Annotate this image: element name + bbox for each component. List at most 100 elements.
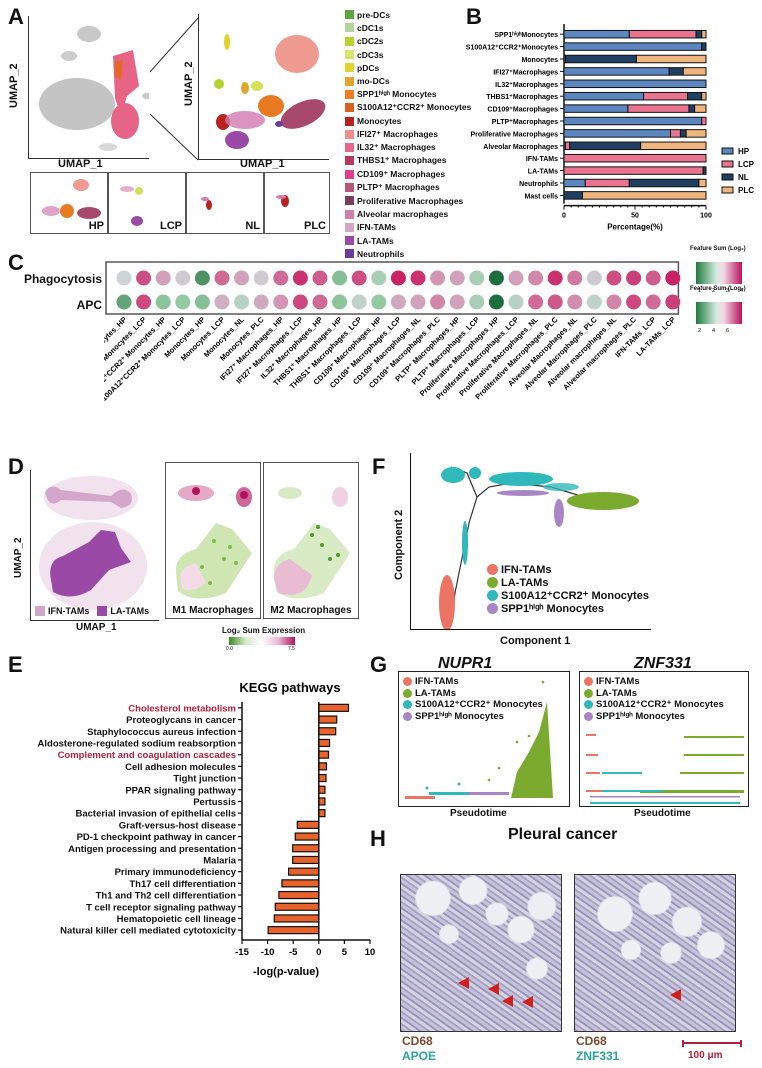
- category-label: Mast cells: [525, 193, 559, 200]
- dot-phagocytosis: [194, 270, 210, 286]
- umap-all-scatter: [39, 26, 152, 151]
- cell-type-legend: pre-DCs cDC1s cDC2s cDC3s pDCs mo-DCs SPP1ʰⁱᵍʰ…: [345, 8, 471, 274]
- pathway-label: Antigen processing and presentation: [68, 844, 236, 855]
- pathway-label: Th1 and Th2 cell differentiation: [96, 891, 237, 902]
- ihc-image-znf331: [574, 874, 736, 1032]
- legend-swatch: [345, 50, 354, 60]
- dot-phagocytosis: [371, 270, 387, 286]
- dot-apc: [332, 294, 348, 310]
- legend-label: cDC1s: [357, 22, 384, 33]
- colorbar-phagocytosis: [696, 262, 742, 284]
- pathway-label: Complement and coagulation cascades: [58, 750, 236, 761]
- kegg-bar: [318, 727, 337, 736]
- bar-segment-nl: [569, 141, 642, 151]
- umap-tam-plot: IFN-TAMs LA-TAMs: [30, 470, 159, 621]
- dot-phagocytosis: [547, 270, 563, 286]
- x-tick-label: 0: [316, 947, 321, 958]
- legend-swatch-lcp: [721, 160, 734, 168]
- pathway-label: Primary immunodeficiency: [115, 867, 237, 878]
- legend-label: IFN-TAMs: [415, 676, 459, 688]
- znf331-legend: IFN-TAMs LA-TAMs S100A12⁺CCR2⁺ Monocytes SP…: [584, 676, 724, 722]
- kegg-bar: [292, 855, 320, 865]
- legend-label: IFI27⁺ Macrophages: [357, 128, 439, 139]
- x-tick-label: 0: [562, 213, 566, 220]
- kegg-bar: [318, 703, 350, 712]
- dot-apc: [253, 294, 269, 310]
- umap-x-label: UMAP_1: [58, 158, 103, 170]
- subset-label-hp: HP: [88, 220, 104, 232]
- legend-item: S100A12⁺CCR2⁺ Monocytes: [584, 699, 724, 711]
- dot-phagocytosis: [175, 270, 191, 286]
- kegg-bar: [318, 738, 331, 748]
- legend-swatch: [345, 156, 354, 166]
- kegg-bar: [318, 797, 326, 806]
- subset-label-lcp: LCP: [160, 220, 182, 232]
- pathway-label: T cell receptor signaling pathway: [86, 902, 237, 913]
- legend-label-plc: PLC: [738, 186, 754, 195]
- x-tick-label: 10: [365, 947, 376, 958]
- subset-plot-hp: HP: [30, 172, 108, 234]
- legend-label: mo-DCs: [357, 76, 390, 87]
- kegg-bar: [292, 844, 320, 853]
- category-label: Neutrophils: [519, 181, 558, 188]
- legend-label: S100A12⁺CCR2⁺ Monocytes: [501, 590, 649, 602]
- bar-segment-plc: [635, 54, 707, 64]
- bar-segment-plc: [694, 104, 707, 113]
- dot-apc: [430, 294, 446, 310]
- dot-apc: [351, 294, 367, 310]
- legend-dot: [584, 677, 593, 687]
- legend-label-ifn-tams: IFN-TAMs: [48, 606, 90, 616]
- znf331-plot: IFN-TAMs LA-TAMs S100A12⁺CCR2⁺ Monocytes SP…: [579, 671, 749, 807]
- bar-segment-nl: [688, 104, 696, 113]
- bar-segment-lcp: [563, 166, 704, 175]
- bar-segment-hp: [563, 79, 707, 89]
- dot-apc: [273, 294, 289, 310]
- pathway-label: Tight junction: [173, 774, 236, 785]
- legend-item: S100A12⁺CCR2⁺ Monocytes: [487, 589, 649, 602]
- dot-phagocytosis: [449, 270, 465, 286]
- dot-phagocytosis: [116, 270, 132, 286]
- dot-apc: [488, 294, 504, 310]
- dot-apc: [116, 294, 132, 310]
- x-tick-label: -5: [289, 947, 298, 958]
- legend-item: pDCs: [345, 61, 471, 74]
- dot-apc: [234, 294, 250, 310]
- category-label: Alveolar Macrophages: [483, 144, 558, 151]
- panel-label-a: A: [8, 4, 24, 29]
- colorbar-d-title: Log₂ Sum Expression: [222, 626, 306, 635]
- legend-swatch: [345, 236, 354, 246]
- bar-segment-nl: [563, 191, 583, 200]
- arrow-marker: [502, 995, 513, 1007]
- dot-phagocytosis: [234, 270, 250, 286]
- legend-label: S100A12⁺CCR2⁺ Monocytes: [357, 102, 472, 113]
- legend-item: LA-TAMs: [487, 576, 649, 589]
- subset-label-nl: NL: [245, 220, 260, 232]
- m1-label: M1 Macrophages: [172, 605, 254, 616]
- dot-phagocytosis: [645, 270, 661, 286]
- legend-label: IL32⁺ Macrophages: [357, 142, 436, 153]
- legend-item: THBS1⁺ Macrophages: [345, 154, 471, 167]
- x-tick-label: -15: [235, 947, 249, 958]
- dot-apc: [410, 294, 426, 310]
- category-label: Monocytes: [521, 57, 558, 64]
- pathway-label: Graft-versus-host disease: [119, 820, 236, 831]
- row-label-apc: APC: [76, 298, 102, 312]
- subset-plot-nl: NL: [186, 172, 264, 234]
- trajectory-x-label: Component 1: [500, 635, 571, 647]
- legend-label-lcp: LCP: [738, 160, 755, 169]
- legend-item: Alveolar macrophages: [345, 207, 471, 220]
- category-label: LA-TAMs: [528, 169, 558, 176]
- bar-segment-plc: [640, 141, 707, 151]
- dot-phagocytosis: [665, 270, 681, 286]
- dot-apc: [312, 294, 328, 310]
- stacked-bar-chart: SPP1ʰⁱᵍʰMonocytes S100A12⁺CCR2⁺Monocytes M…: [466, 24, 755, 232]
- legend-item: IFN-TAMs: [403, 676, 543, 688]
- x-tick-label: -10: [261, 947, 275, 958]
- nupr1-title: NUPR1: [438, 655, 493, 672]
- dot-phagocytosis: [155, 270, 171, 286]
- legend-label: pre-DCs: [357, 9, 391, 20]
- dot-phagocytosis: [253, 270, 269, 286]
- legend-label: S100A12⁺CCR2⁺ Monocytes: [415, 699, 543, 711]
- legend-swatch-hp: [721, 147, 734, 155]
- dot-apc: [136, 294, 152, 310]
